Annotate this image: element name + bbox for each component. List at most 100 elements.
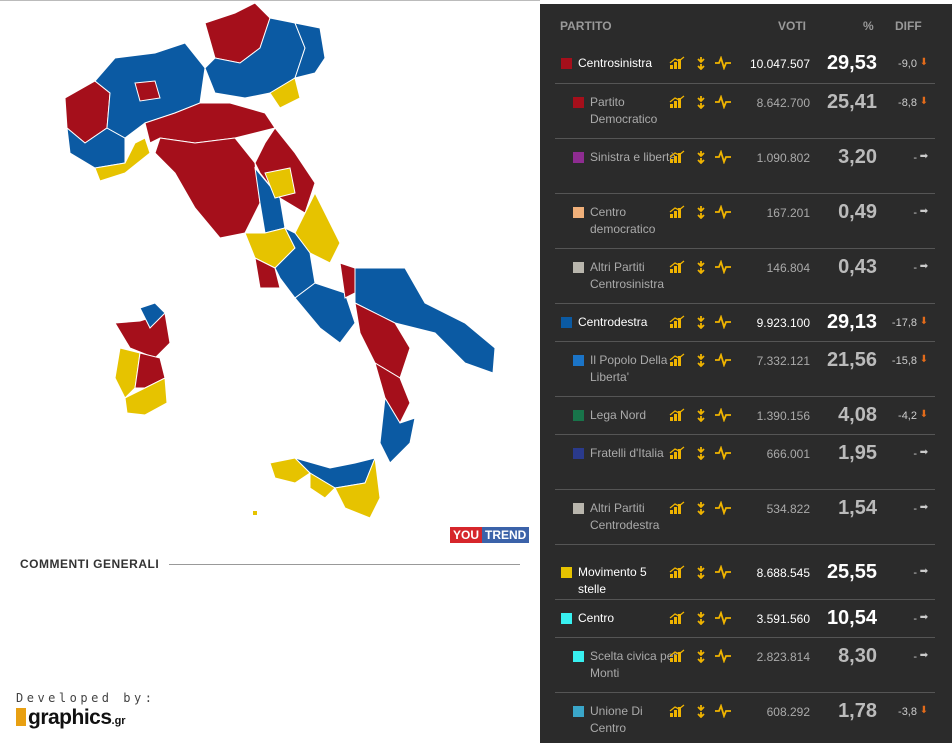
arrow-right-icon: ➡ [919, 447, 929, 458]
party-diff: -15,8 [891, 355, 917, 367]
party-votes: 1.090.802 [756, 151, 810, 165]
chart-icon[interactable] [669, 408, 685, 422]
chart-icon[interactable] [669, 611, 685, 625]
pulse-icon[interactable] [715, 565, 731, 579]
party-votes: 9.923.100 [756, 316, 810, 330]
pulse-icon[interactable] [715, 56, 731, 70]
pulse-icon[interactable] [715, 649, 731, 663]
region-sicilia-se[interactable] [309, 472, 336, 499]
party-diff: - [913, 503, 917, 515]
region-sicilia-e[interactable] [334, 457, 381, 519]
chart-icon[interactable] [669, 315, 685, 329]
arrow-down-icon: ⬇ [919, 316, 929, 327]
swap-icon[interactable] [693, 353, 709, 367]
chart-icon[interactable] [669, 353, 685, 367]
region-sicilia-w[interactable] [269, 457, 311, 484]
party-name: Lega Nord [590, 408, 647, 422]
chart-icon[interactable] [669, 501, 685, 515]
chart-icon[interactable] [669, 205, 685, 219]
swap-icon[interactable] [693, 205, 709, 219]
pulse-icon[interactable] [715, 315, 731, 329]
swap-icon[interactable] [693, 501, 709, 515]
swap-icon[interactable] [693, 649, 709, 663]
swap-icon[interactable] [693, 150, 709, 164]
party-color-swatch [561, 317, 572, 328]
region-calabria[interactable] [374, 361, 411, 425]
region-piemonte-south[interactable] [66, 126, 126, 169]
swap-icon[interactable] [693, 446, 709, 460]
swap-icon[interactable] [693, 315, 709, 329]
region-sardegna-s[interactable] [124, 377, 168, 416]
swap-icon[interactable] [693, 56, 709, 70]
pulse-icon[interactable] [715, 260, 731, 274]
party-row[interactable]: Il Popolo Della Liberta' 7.332.121 21,56 -1… [555, 342, 935, 397]
header-voti: VOTI [778, 19, 807, 33]
region-sardegna-w[interactable] [114, 347, 141, 399]
pulse-icon[interactable] [715, 704, 731, 718]
pulse-icon[interactable] [715, 150, 731, 164]
party-row[interactable]: Centrodestra 9.923.100 29,13 -17,8 ⬇ [555, 304, 935, 342]
party-row[interactable]: Fratelli d'Italia 666.001 1,95 - ➡ [555, 435, 935, 490]
party-name: Centrosinistra [578, 56, 653, 70]
swap-icon[interactable] [693, 611, 709, 625]
party-row[interactable]: Lega Nord 1.390.156 4,08 -4,2 ⬇ [555, 397, 935, 435]
header-partito: PARTITO [560, 19, 612, 33]
party-row[interactable]: Centro democratico 167.201 0,49 - ➡ [555, 194, 935, 249]
party-name: Partito Democratico [590, 95, 658, 126]
chart-icon[interactable] [669, 260, 685, 274]
party-row[interactable]: Movimento 5 stelle 8.688.545 25,55 - ➡ [555, 545, 935, 600]
chart-icon[interactable] [669, 56, 685, 70]
region-liguria[interactable] [94, 137, 151, 182]
party-row[interactable]: Scelta civica per Monti 2.823.814 8,30 - ➡ [555, 638, 935, 693]
party-votes: 2.823.814 [756, 650, 810, 664]
arrow-down-icon: ⬇ [919, 96, 929, 107]
party-row[interactable]: Centro 3.591.560 10,54 - ➡ [555, 600, 935, 638]
region-friuli[interactable] [294, 22, 326, 79]
region-sardegna-ne[interactable] [139, 302, 166, 329]
swap-icon[interactable] [693, 260, 709, 274]
igraphics-logo[interactable]: graphics .gr [16, 706, 126, 730]
chart-icon[interactable] [669, 95, 685, 109]
region-umbria-y[interactable] [264, 167, 296, 199]
italy-map[interactable] [55, 3, 525, 528]
region-campania[interactable] [294, 282, 356, 344]
party-percent: 3,20 [838, 146, 877, 168]
pulse-icon[interactable] [715, 501, 731, 515]
pulse-icon[interactable] [715, 95, 731, 109]
swap-icon[interactable] [693, 95, 709, 109]
chart-icon[interactable] [669, 446, 685, 460]
region-calabria-s[interactable] [379, 396, 416, 464]
party-row[interactable]: Sinistra e libertà 1.090.802 3,20 - ➡ [555, 139, 935, 194]
party-diff: -9,0 [898, 58, 917, 70]
arrow-down-icon: ⬇ [919, 57, 929, 68]
party-percent: 10,54 [826, 607, 877, 629]
island-dot [253, 511, 257, 515]
pulse-icon[interactable] [715, 611, 731, 625]
region-sardegna-n[interactable] [114, 312, 171, 359]
chart-icon[interactable] [669, 565, 685, 579]
region-veneto-coast[interactable] [269, 77, 301, 109]
chart-icon[interactable] [669, 150, 685, 164]
party-votes: 8.688.545 [756, 566, 810, 580]
party-row[interactable]: Altri Partiti Centrosinistra 146.804 0,43 -… [555, 249, 935, 304]
swap-icon[interactable] [693, 408, 709, 422]
pulse-icon[interactable] [715, 408, 731, 422]
party-color-swatch [573, 448, 584, 459]
pulse-icon[interactable] [715, 205, 731, 219]
chart-icon[interactable] [669, 704, 685, 718]
region-roma[interactable] [254, 257, 281, 289]
swap-icon[interactable] [693, 565, 709, 579]
party-row[interactable]: Altri Partiti Centrodestra 534.822 1,54 - ➡ [555, 490, 935, 545]
party-row[interactable]: Partito Democratico 8.642.700 25,41 -8,8 ⬇ [555, 84, 935, 139]
pulse-icon[interactable] [715, 353, 731, 367]
pulse-icon[interactable] [715, 446, 731, 460]
party-percent: 1,54 [838, 497, 877, 519]
region-milano[interactable] [134, 80, 161, 102]
chart-icon[interactable] [669, 649, 685, 663]
party-row[interactable]: Unione Di Centro 608.292 1,78 -3,8 ⬇ [555, 693, 935, 743]
swap-icon[interactable] [693, 704, 709, 718]
comments-divider [169, 563, 520, 565]
party-row[interactable]: Centrosinistra 10.047.507 29,53 -9,0 ⬇ [555, 44, 935, 84]
region-toscana[interactable] [154, 137, 261, 239]
